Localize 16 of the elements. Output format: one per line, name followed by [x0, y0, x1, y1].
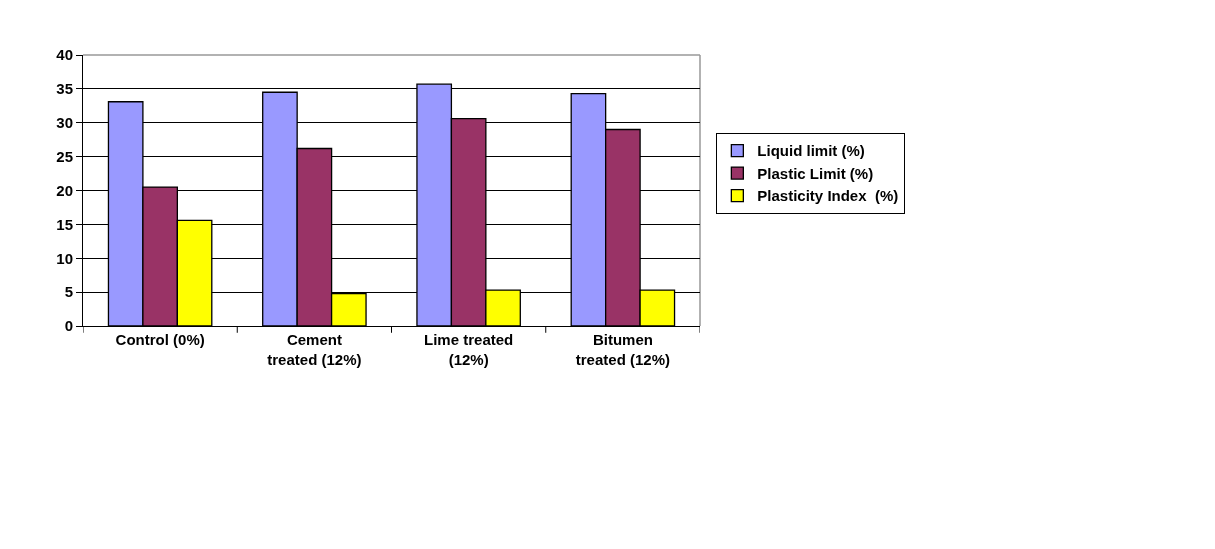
y-tick-label: 40 — [56, 46, 73, 64]
y-tick-label: 5 — [64, 283, 73, 301]
x-tick-label: Control (0%) — [115, 331, 205, 348]
y-tick-label: 10 — [56, 249, 73, 267]
x-tick-label: Cement treated (12%) — [267, 331, 362, 368]
y-tick-label: 30 — [56, 114, 73, 131]
y-tick-label: 0 — [64, 317, 73, 335]
legend-label: Plastic Limit (%) — [757, 164, 874, 182]
legend-label: Liquid limit (%) — [757, 142, 865, 160]
y-tick-label: 25 — [56, 147, 73, 165]
legend-label: Plasticity Index (%) — [757, 187, 899, 205]
x-tick-label: Bitumen treated (12%) — [575, 331, 670, 368]
x-tick-label: Lime treated (12%) — [424, 331, 514, 368]
y-tick-label: 35 — [56, 80, 73, 98]
y-tick-label: 15 — [56, 215, 73, 233]
y-tick-label: 20 — [56, 181, 73, 199]
